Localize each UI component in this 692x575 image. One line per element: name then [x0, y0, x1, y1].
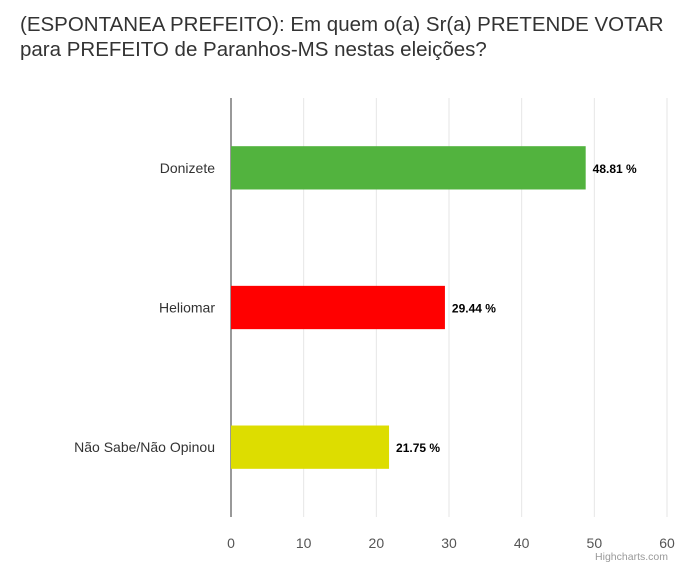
- data-label-2: 29.44 %: [452, 302, 496, 316]
- x-tick-label-40: 40: [514, 535, 530, 551]
- data-label-3: 21.75 %: [396, 441, 440, 455]
- x-tick-labels: 0 10 20 30 40 50 60: [227, 535, 675, 551]
- bar-2[interactable]: [231, 285, 445, 330]
- data-labels: 48.81 % 29.44 % 21.75 %: [396, 162, 637, 455]
- bar-3[interactable]: [231, 425, 390, 469]
- x-tick-label-60: 60: [659, 535, 675, 551]
- x-tick-label-10: 10: [296, 535, 312, 551]
- bar-1[interactable]: [231, 146, 586, 190]
- highcharts-credit[interactable]: Highcharts.com: [595, 551, 668, 563]
- category-label-2: Heliomar: [159, 300, 215, 316]
- data-label-1: 48.81 %: [593, 162, 637, 176]
- chart-title: (ESPONTANEA PREFEITO): Em quem o(a) Sr(a…: [20, 13, 664, 61]
- x-tick-label-30: 30: [441, 535, 457, 551]
- category-labels: Donizete Heliomar Não Sabe/Não Opinou: [74, 160, 215, 455]
- x-tick-label-50: 50: [587, 535, 603, 551]
- bars: [231, 146, 586, 469]
- x-tick-label-20: 20: [369, 535, 385, 551]
- category-label-1: Donizete: [160, 160, 215, 176]
- x-tick-label-0: 0: [227, 535, 235, 551]
- category-label-3: Não Sabe/Não Opinou: [74, 439, 215, 455]
